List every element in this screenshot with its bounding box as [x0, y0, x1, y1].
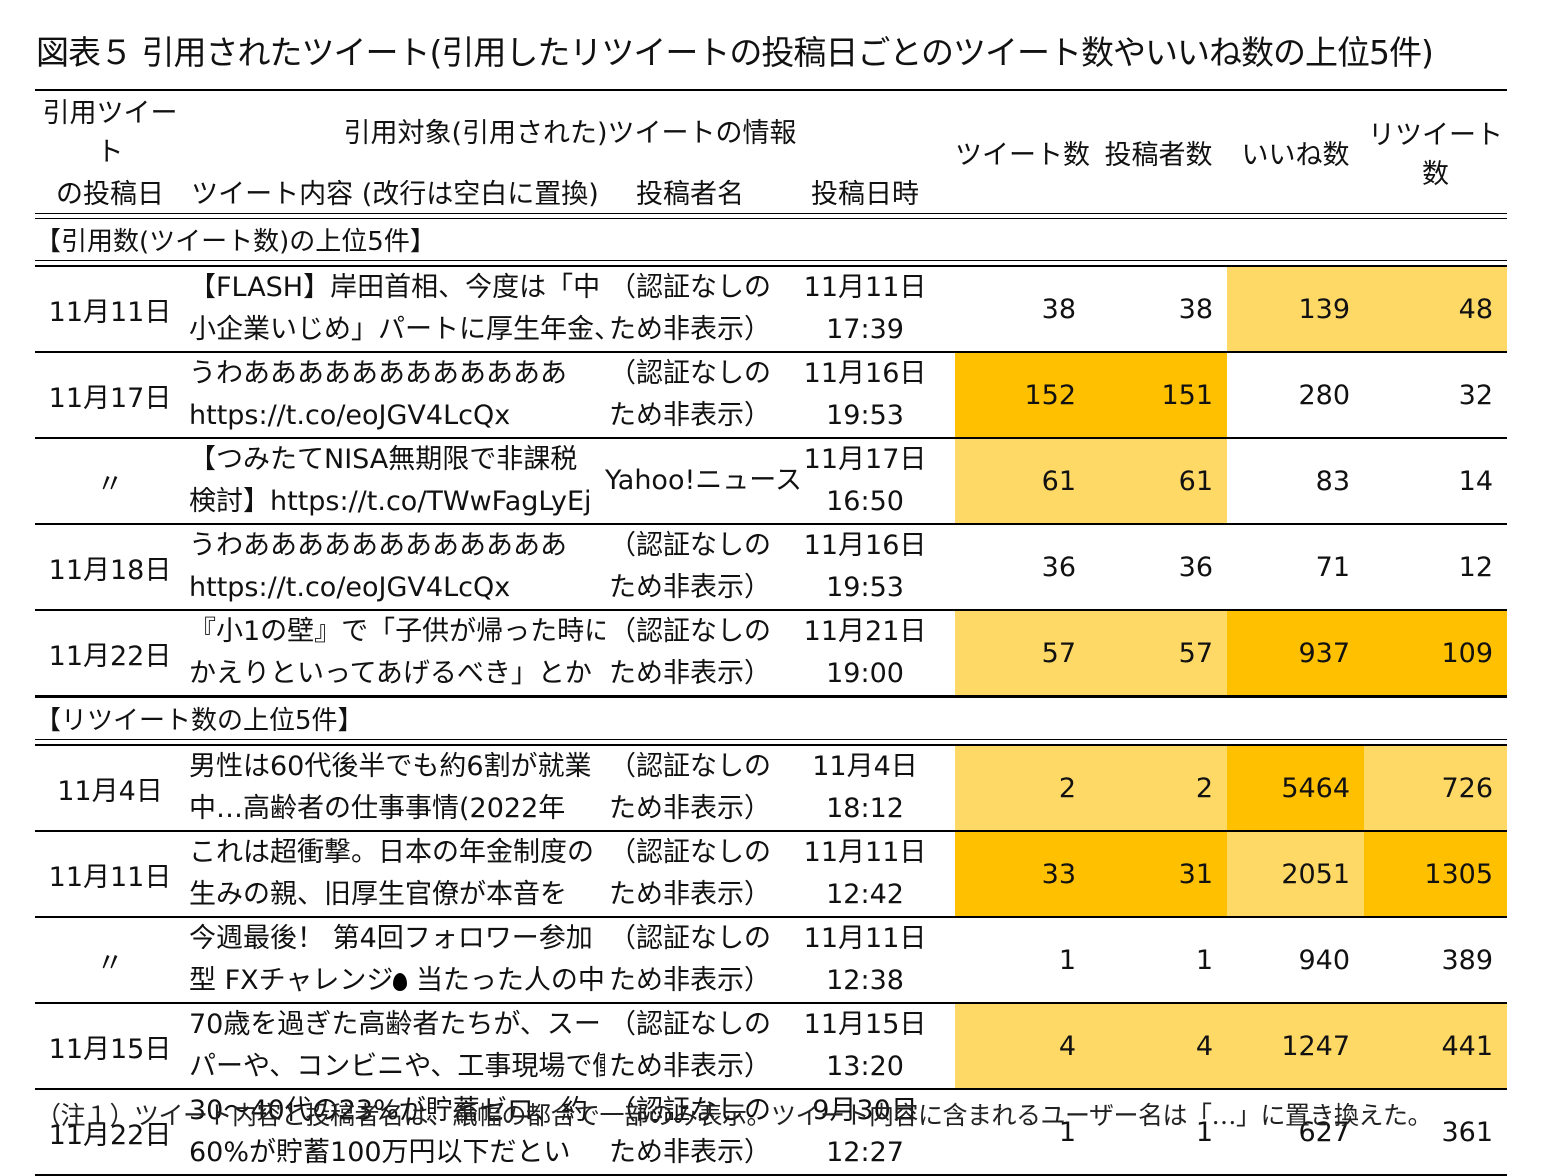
- header-quote-date-line2: の投稿日: [35, 169, 185, 214]
- tweet-count: 152: [955, 352, 1091, 439]
- retweet-count: 389: [1364, 917, 1508, 1004]
- poster-count: 4: [1090, 1003, 1228, 1090]
- author-name: （認証なしの ため非表示）: [605, 352, 775, 439]
- tweet-content: これは超衝撃。日本の年金制度の 生みの親、旧厚生官僚が本音を: [185, 831, 605, 918]
- section-title: 【リツイート数の上位5件】: [35, 696, 1508, 740]
- fire-drop-icon: [393, 972, 408, 991]
- header-likes: いいね数: [1227, 89, 1365, 214]
- retweet-count: 12: [1364, 524, 1508, 611]
- like-count: 71: [1227, 524, 1365, 611]
- posted-at: 11月11日 12:42: [775, 831, 956, 918]
- tweet-content: うわああああああああああああ https://t.co/eoJGV4LcQx: [185, 352, 605, 439]
- header-row-2: の投稿日 ツイート内容 (改行は空白に置換) 投稿者名 投稿日時: [35, 169, 1507, 214]
- retweet-count: 726: [1364, 745, 1508, 832]
- like-count: 2051: [1227, 831, 1365, 918]
- poster-count: 61: [1090, 438, 1228, 525]
- quote-date: 〃: [35, 438, 185, 525]
- tweet-count: 2: [955, 745, 1091, 832]
- table-row: 11月11日 これは超衝撃。日本の年金制度の 生みの親、旧厚生官僚が本音を （認証…: [35, 831, 1508, 918]
- posted-at: 11月16日 19:53: [775, 524, 956, 611]
- tweet-content: 【FLASH】岸田首相、今度は「中 小企業いじめ」パートに厚生年金、: [185, 266, 605, 353]
- author-name: Yahoo!ニュース: [605, 438, 802, 525]
- tweet-count: 38: [955, 266, 1091, 353]
- author-name: （認証なしの ため非表示）: [605, 266, 775, 353]
- header-retweets: リツイート数: [1364, 89, 1508, 214]
- posted-at: 11月15日 13:20: [775, 1003, 956, 1090]
- posted-at: 11月16日 19:53: [775, 352, 956, 439]
- posted-at: 11月4日 18:12: [775, 745, 956, 832]
- quote-date: 11月18日: [35, 524, 185, 611]
- tweet-count: 36: [955, 524, 1091, 611]
- like-count: 937: [1227, 610, 1365, 698]
- footnote: （注１）ツイート内容と投稿者名は、紙幅の都合で一部のみ表示。ツイート内容に含まれ…: [36, 1101, 1433, 1130]
- quote-date: 11月15日: [35, 1003, 185, 1090]
- posted-at: 11月21日 19:00: [775, 610, 956, 698]
- poster-count: 1: [1090, 917, 1228, 1004]
- table-row: 11月11日 【FLASH】岸田首相、今度は「中 小企業いじめ」パートに厚生年金、…: [35, 266, 1508, 353]
- author-name: （認証なしの ため非表示）: [605, 745, 775, 832]
- posted-at: 11月11日 17:39: [775, 266, 956, 353]
- poster-count: 36: [1090, 524, 1228, 611]
- author-name: （認証なしの ため非表示）: [605, 524, 775, 611]
- header-posters: 投稿者数: [1090, 89, 1228, 214]
- tweet-content: 【つみたてNISA無期限で非課税 検討】https://t.co/TWwFagLy…: [185, 438, 605, 525]
- like-count: 940: [1227, 917, 1365, 1004]
- author-name: （認証なしの ため非表示）: [605, 1003, 775, 1090]
- like-count: 280: [1227, 352, 1365, 439]
- author-name: （認証なしの ため非表示）: [605, 917, 775, 1004]
- poster-count: 151: [1090, 352, 1228, 439]
- tweet-count: 4: [955, 1003, 1091, 1090]
- author-name: （認証なしの ため非表示）: [605, 610, 775, 698]
- posted-at: 11月11日 12:38: [775, 917, 956, 1004]
- quote-date: 〃: [35, 917, 185, 1004]
- header-row-1: 引用ツイート 引用対象(引用された)ツイートの情報 ツイート数 投稿者数 いいね…: [35, 89, 1508, 214]
- table-row: 11月22日 『小1の壁』で「子供が帰った時におかえりといってあげるべき」とか「…: [35, 610, 1508, 698]
- tweet-content: 今週最後！ 第4回フォロワー参加型 FXチャレンジ 当たった人の中: [185, 917, 605, 1004]
- header-quote-date-line1: 引用ツイート: [35, 89, 185, 169]
- table-row: 〃 【つみたてNISA無期限で非課税 検討】https://t.co/TWwFag…: [35, 438, 1508, 525]
- tweet-count: 57: [955, 610, 1091, 698]
- page-title: 図表５ 引用されたツイート(引用したリツイートの投稿日ごとのツイート数やいいね数…: [36, 33, 1434, 72]
- section-title: 【引用数(ツイート数)の上位5件】: [35, 218, 1508, 261]
- quote-date: 11月22日: [35, 610, 185, 698]
- author-name: （認証なしの ため非表示）: [605, 831, 775, 918]
- poster-count: 57: [1090, 610, 1228, 698]
- retweet-count: 14: [1364, 438, 1508, 525]
- table-row: 11月4日 男性は60代後半でも約6割が就業 中…高齢者の仕事事情(2022年 （…: [35, 745, 1508, 832]
- tweet-content: うわああああああああああああ https://t.co/eoJGV4LcQx: [185, 524, 605, 611]
- like-count: 5464: [1227, 745, 1365, 832]
- retweet-count: 109: [1364, 610, 1508, 698]
- header-posted-at: 投稿日時: [775, 169, 956, 214]
- like-count: 83: [1227, 438, 1365, 525]
- header-target-info: 引用対象(引用された)ツイートの情報: [185, 89, 956, 169]
- tweet-count: 1: [955, 917, 1091, 1004]
- table-row: 〃 今週最後！ 第4回フォロワー参加型 FXチャレンジ 当たった人の中 （認証な…: [35, 917, 1508, 1004]
- table-row: 11月18日 うわああああああああああああ https://t.co/eoJGV4…: [35, 524, 1508, 611]
- header-content: ツイート内容 (改行は空白に置換): [185, 169, 605, 214]
- tweet-count: 61: [955, 438, 1091, 525]
- posted-at: 11月17日 16:50: [775, 438, 956, 525]
- poster-count: 2: [1090, 745, 1228, 832]
- retweet-count: 441: [1364, 1003, 1508, 1090]
- table-row: 11月17日 うわああああああああああああ https://t.co/eoJGV4…: [35, 352, 1508, 439]
- header-tweets: ツイート数: [955, 89, 1091, 214]
- retweet-count: 32: [1364, 352, 1508, 439]
- tweet-content: 70歳を過ぎた高齢者たちが、スー パーや、コンビニや、工事現場で働: [185, 1003, 605, 1090]
- tweet-content: 男性は60代後半でも約6割が就業 中…高齢者の仕事事情(2022年: [185, 745, 605, 832]
- poster-count: 38: [1090, 266, 1228, 353]
- quote-date: 11月11日: [35, 831, 185, 918]
- retweet-count: 48: [1364, 266, 1508, 353]
- poster-count: 31: [1090, 831, 1228, 918]
- tweet-count: 33: [955, 831, 1091, 918]
- quote-date: 11月4日: [35, 745, 185, 832]
- quote-date: 11月17日: [35, 352, 185, 439]
- table-row: 11月15日 70歳を過ぎた高齢者たちが、スー パーや、コンビニや、工事現場で働 …: [35, 1003, 1508, 1090]
- like-count: 1247: [1227, 1003, 1365, 1090]
- like-count: 139: [1227, 266, 1365, 353]
- retweet-count: 1305: [1364, 831, 1508, 918]
- quote-date: 11月11日: [35, 266, 185, 353]
- data-table: 引用ツイート 引用対象(引用された)ツイートの情報 ツイート数 投稿者数 いいね…: [35, 89, 1508, 1176]
- header-author: 投稿者名: [605, 169, 775, 214]
